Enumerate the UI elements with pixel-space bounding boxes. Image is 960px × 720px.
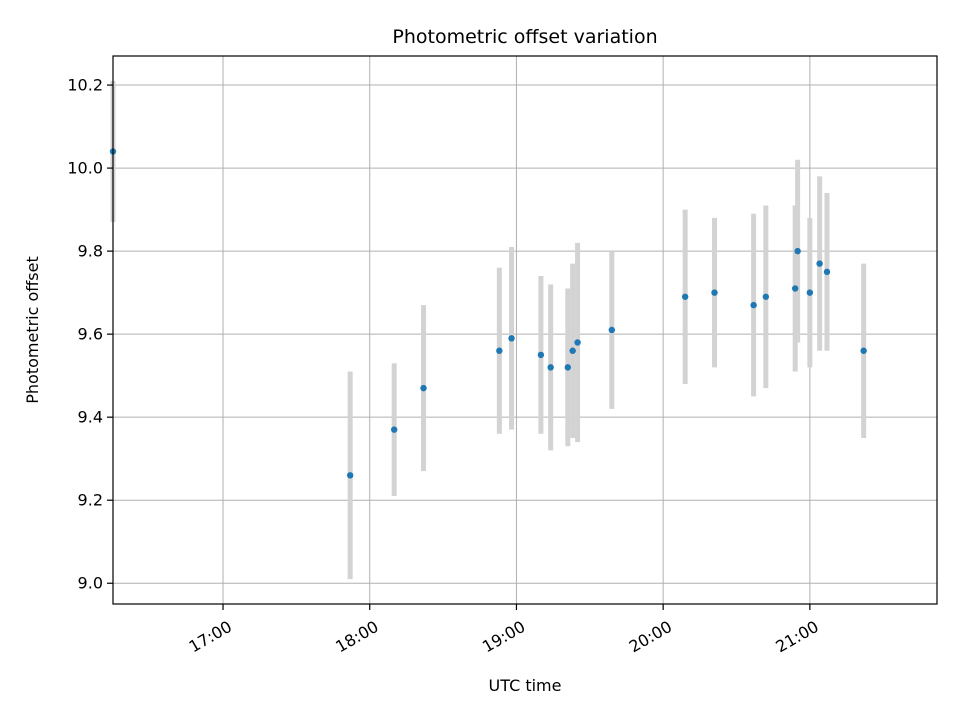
data-point [547, 364, 554, 371]
chart-title: Photometric offset variation [392, 26, 657, 48]
data-point [420, 384, 427, 392]
data-point [346, 472, 354, 479]
y-tick-label: 9.8 [78, 242, 103, 261]
data-point [750, 301, 757, 309]
data-point [564, 364, 571, 371]
data-point [681, 293, 689, 300]
y-tick-label: 9.2 [78, 491, 103, 510]
data-point [508, 335, 515, 342]
data-point [794, 247, 801, 255]
y-tick-label: 9.6 [78, 325, 103, 344]
data-point [791, 285, 799, 292]
data-point [496, 347, 503, 354]
data-point [711, 289, 718, 296]
data-point [860, 347, 867, 354]
data-point [816, 260, 823, 267]
data-point [762, 293, 770, 300]
y-axis: 9.0 9.2 9.4 9.6 9.8 10.0 10.2 [67, 76, 113, 593]
y-tick-label: 9.4 [78, 408, 103, 427]
data-point [574, 339, 581, 346]
data-point [806, 289, 814, 296]
data-point [537, 351, 545, 359]
y-tick-label: 9.0 [78, 574, 103, 593]
data-point [823, 268, 831, 276]
data-point [390, 426, 398, 433]
data-points [109, 148, 867, 479]
data-point [569, 347, 576, 354]
data-point [608, 326, 616, 334]
x-axis-title: UTC time [489, 676, 562, 695]
y-axis-title: Photometric offset [23, 256, 42, 404]
plot-frame [112, 55, 938, 605]
y-tick-label: 10.2 [67, 76, 103, 95]
y-tick-label: 10.0 [67, 159, 103, 178]
